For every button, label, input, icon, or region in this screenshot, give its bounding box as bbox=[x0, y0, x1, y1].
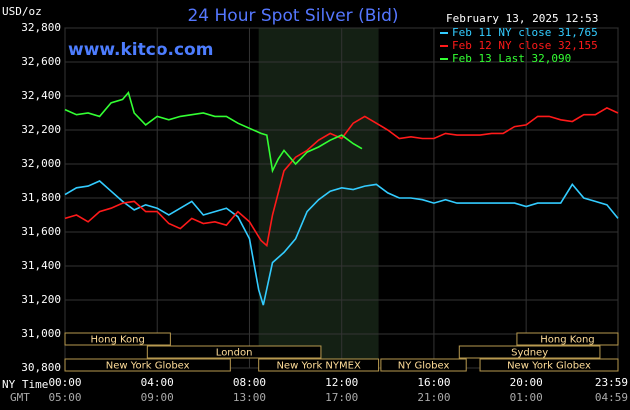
legend-label: Feb 12 NY close 32,155 bbox=[452, 39, 598, 52]
session-box bbox=[516, 332, 619, 346]
x-tick-label: 20:00 bbox=[510, 376, 543, 389]
gmt-tick-label: 01:00 bbox=[510, 391, 543, 404]
gmt-tick-label: 17:00 bbox=[325, 391, 358, 404]
x-tick-label: 08:00 bbox=[233, 376, 266, 389]
session-label: Hong Kong bbox=[540, 335, 594, 346]
session-label: New York Globex bbox=[507, 361, 591, 372]
gmt-tick-label: 05:00 bbox=[48, 391, 81, 404]
session-box bbox=[146, 345, 322, 359]
x-row-label: GMT bbox=[10, 391, 30, 404]
session-label: Hong Kong bbox=[90, 335, 144, 346]
y-tick-label: 32,200 bbox=[21, 123, 61, 136]
y-tick-label: 32,800 bbox=[21, 21, 61, 34]
x-row-label: NY Time bbox=[2, 378, 48, 391]
y-tick-label: 31,800 bbox=[21, 191, 61, 204]
session-box bbox=[479, 358, 619, 372]
subtitle: www.kitco.com bbox=[68, 40, 213, 60]
session-label: NY Globex bbox=[398, 361, 450, 372]
x-tick-label: 00:00 bbox=[48, 376, 81, 389]
y-tick-label: 32,600 bbox=[21, 55, 61, 68]
session-box bbox=[380, 358, 467, 372]
y-tick-label: 31,600 bbox=[21, 225, 61, 238]
chart-title: 24 Hour Spot Silver (Bid) bbox=[187, 6, 398, 26]
series-line bbox=[64, 90, 363, 174]
x-tick-label: 04:00 bbox=[141, 376, 174, 389]
legend-label: Feb 13 Last 32,090 bbox=[452, 52, 571, 65]
y-tick-label: 32,000 bbox=[21, 157, 61, 170]
series-line bbox=[64, 106, 619, 248]
y-tick-label: 31,000 bbox=[21, 327, 61, 340]
y-tick-label: 32,400 bbox=[21, 89, 61, 102]
gmt-tick-label: 09:00 bbox=[141, 391, 174, 404]
legend-label: Feb 11 NY close 31,765 bbox=[452, 26, 598, 39]
session-box bbox=[64, 332, 171, 346]
session-label: New York Globex bbox=[106, 361, 190, 372]
y-tick-label: 31,400 bbox=[21, 259, 61, 272]
gmt-tick-label: 21:00 bbox=[417, 391, 450, 404]
x-tick-label: 23:59 bbox=[595, 376, 628, 389]
x-tick-label: 16:00 bbox=[417, 376, 450, 389]
session-label: Sydney bbox=[511, 348, 548, 359]
session-box bbox=[64, 358, 231, 372]
gmt-tick-label: 13:00 bbox=[233, 391, 266, 404]
y-tick-label: 31,200 bbox=[21, 293, 61, 306]
session-box bbox=[458, 345, 601, 359]
x-tick-label: 12:00 bbox=[325, 376, 358, 389]
series-line bbox=[64, 180, 619, 306]
session-label: London bbox=[216, 348, 253, 359]
y-tick-label: 30,800 bbox=[21, 361, 61, 374]
gmt-tick-label: 04:59 bbox=[595, 391, 628, 404]
y-axis-label: USD/oz bbox=[2, 5, 42, 18]
session-label: New York NYMEX bbox=[276, 361, 361, 372]
timestamp: February 13, 2025 12:53 bbox=[446, 12, 598, 25]
session-box bbox=[258, 358, 380, 372]
